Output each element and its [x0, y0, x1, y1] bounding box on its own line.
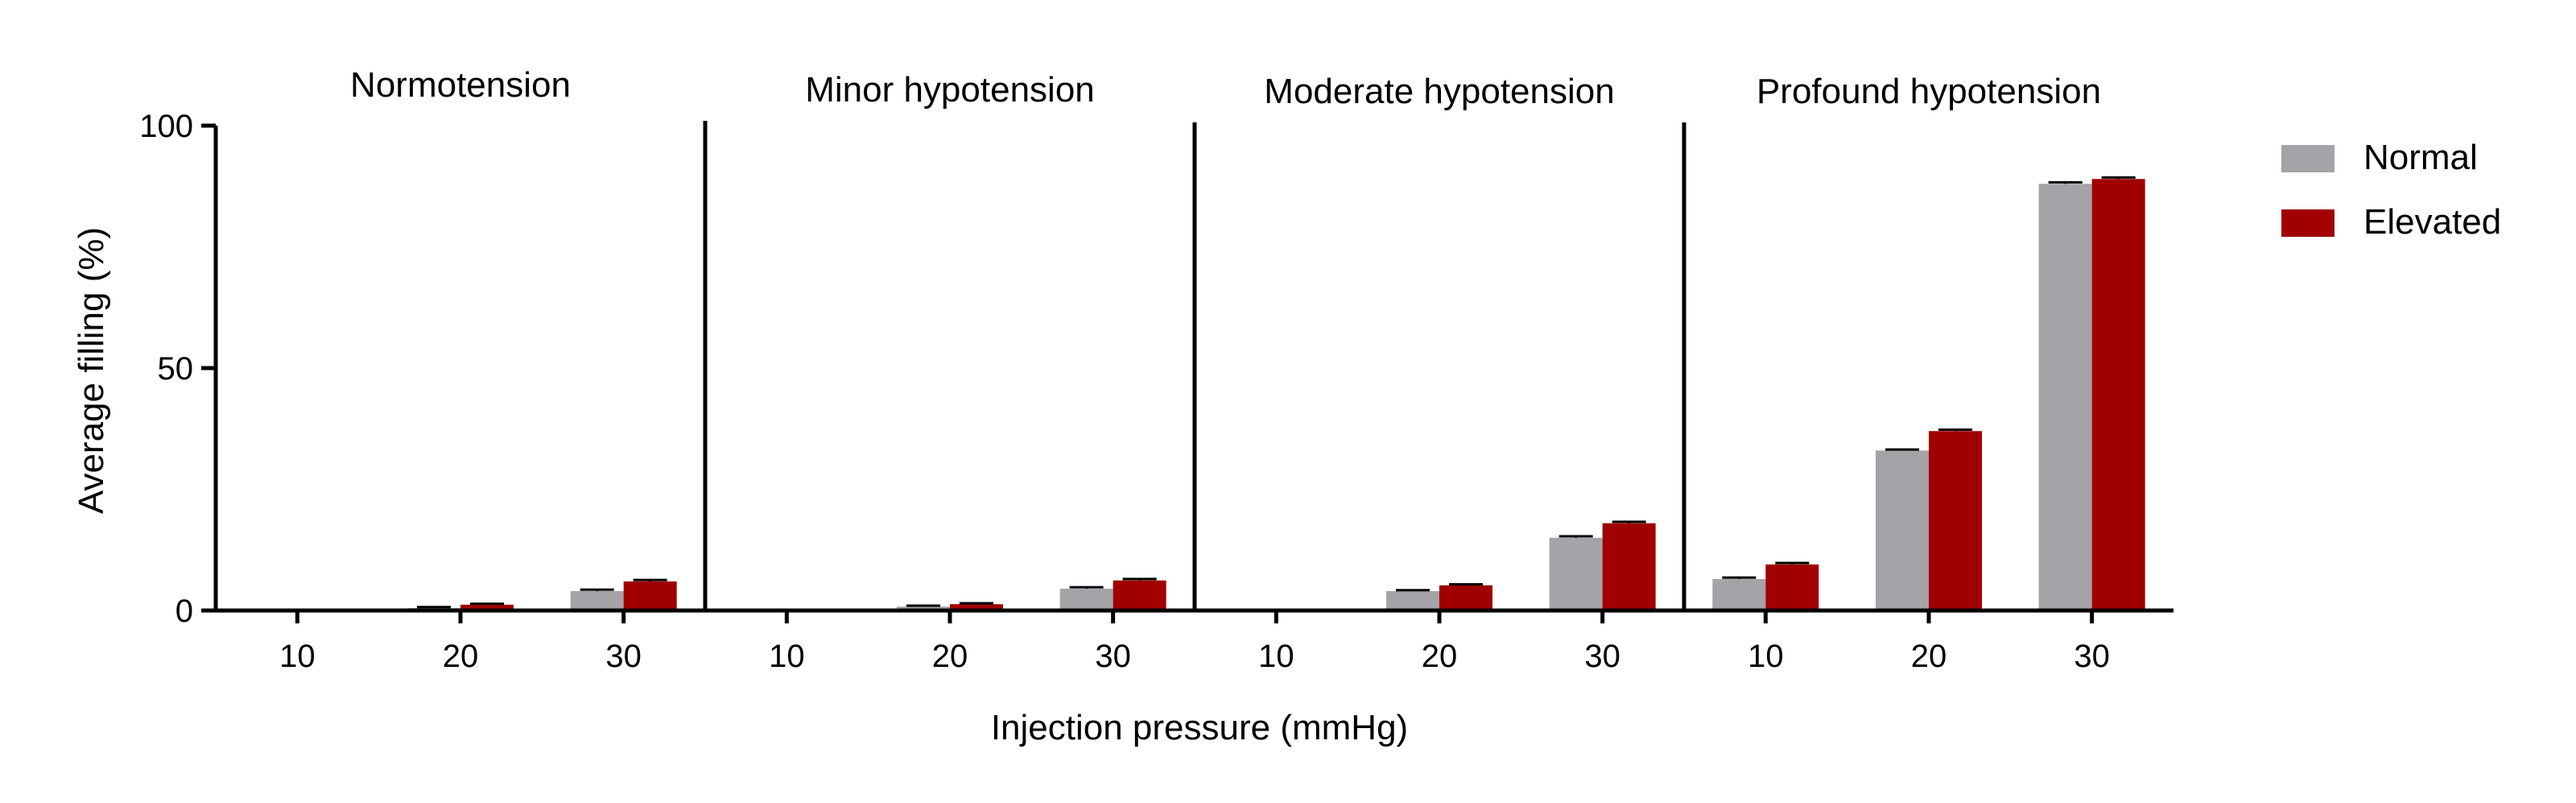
- panel-title: Minor hypotension: [805, 70, 1095, 110]
- bar: [950, 604, 1003, 611]
- x-tick-label: 20: [1911, 639, 1947, 674]
- x-axis-title: Injection pressure (mmHg): [991, 708, 1408, 747]
- x-tick-label: 10: [1258, 639, 1294, 674]
- legend-item: Normal: [2281, 138, 2478, 177]
- bar: [1765, 564, 1819, 611]
- bar: [1549, 537, 1603, 611]
- panel-title: Profound hypotension: [1757, 72, 2101, 111]
- x-tick-label: 10: [769, 639, 805, 674]
- bar: [2038, 184, 2092, 611]
- x-tick-label: 30: [1095, 639, 1131, 674]
- bar: [1113, 580, 1166, 611]
- x-tick-label: 20: [443, 639, 479, 674]
- panel-title: Moderate hypotension: [1264, 72, 1614, 111]
- y-axis-title: Average filling (%): [72, 227, 111, 514]
- bar: [1386, 590, 1439, 611]
- chart-panel: Profound hypotension 10 20 30: [1682, 72, 2174, 674]
- legend-swatch: [2281, 145, 2334, 172]
- chart-panel: Moderate hypotension 10 20 30: [1192, 72, 1684, 674]
- y-axis: 0 50 100: [139, 109, 218, 629]
- panel-title: Normotension: [350, 65, 571, 105]
- x-tick-label: 30: [605, 639, 642, 674]
- bar: [1712, 578, 1766, 611]
- bar: [1602, 523, 1656, 611]
- x-tick-label: 20: [1422, 639, 1458, 674]
- bar: [623, 581, 677, 611]
- y-tick-label: 50: [158, 351, 194, 387]
- bar: [460, 604, 514, 611]
- chart-panel: Minor hypotension 10 20 30: [703, 70, 1195, 674]
- chart-panel: Normotension 10 20 30: [216, 65, 705, 674]
- y-tick-label: 0: [175, 594, 193, 629]
- bar: [1929, 431, 1982, 611]
- bar: [570, 590, 624, 611]
- legend-item: Elevated: [2281, 202, 2501, 242]
- bar: [1059, 588, 1113, 611]
- y-tick-label: 100: [139, 109, 193, 144]
- legend-label: Elevated: [2363, 202, 2501, 242]
- x-tick-label: 10: [1748, 639, 1784, 674]
- bar: [1876, 450, 1929, 611]
- legend-swatch: [2281, 209, 2334, 237]
- x-tick-label: 30: [1584, 639, 1620, 674]
- legend-label: Normal: [2363, 138, 2478, 177]
- bar: [1439, 585, 1492, 611]
- legend: Normal Elevated: [2281, 138, 2501, 242]
- x-tick-label: 10: [279, 639, 316, 674]
- bar: [2091, 179, 2145, 611]
- chart-panels: Normotension 10 20 30 Minor hypotension 10 20 3…: [216, 65, 2174, 674]
- x-tick-label: 30: [2074, 639, 2110, 674]
- x-tick-label: 20: [932, 639, 968, 674]
